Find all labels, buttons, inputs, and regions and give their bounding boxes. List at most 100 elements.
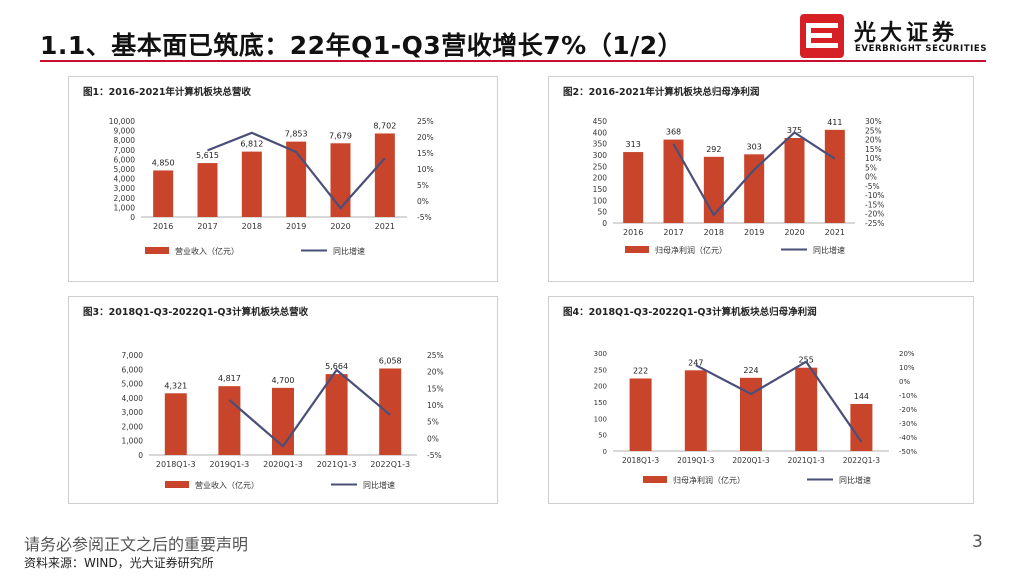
growth-rate-line	[695, 360, 863, 443]
legend-label-bar: 营业收入（亿元）	[195, 480, 259, 490]
right-axis-tick-label: 20%	[427, 368, 444, 377]
x-axis-tick-label: 2017	[197, 222, 217, 231]
bar-data-label: 368	[666, 128, 681, 137]
legend-swatch-bar	[165, 481, 189, 488]
x-axis-tick-label: 2016	[623, 228, 643, 237]
legend-label-line: 同比增速	[839, 475, 871, 485]
left-axis-tick-label: 150	[594, 399, 607, 407]
left-axis-tick-label: 300	[593, 151, 608, 160]
legend-swatch-bar	[643, 476, 667, 483]
left-axis-tick-label: 8,000	[114, 136, 136, 145]
legend-swatch-bar	[145, 247, 169, 254]
bar-data-label: 411	[827, 118, 842, 127]
chart-title: 图3：2018Q1-Q3-2022Q1-Q3计算机板块总营收	[83, 306, 309, 318]
right-axis-tick-label: -15%	[865, 200, 884, 209]
left-axis-tick-label: 250	[594, 366, 607, 374]
x-axis-tick-label: 2020	[784, 228, 804, 237]
right-axis-tick-label: 20%	[899, 350, 915, 358]
growth-rate-line	[672, 131, 836, 217]
left-axis-tick-label: 1,000	[122, 437, 144, 446]
left-axis-tick-label: 50	[597, 208, 607, 217]
chart-title: 图4：2018Q1-Q3-2022Q1-Q3计算机板块总归母净利润	[563, 306, 817, 318]
legend-label-line: 同比增速	[333, 246, 365, 256]
x-axis-tick-label: 2021Q1-3	[317, 460, 357, 469]
x-axis-tick-label: 2020Q1-3	[263, 460, 303, 469]
chart-title: 图1：2016-2021年计算机板块总营收	[83, 86, 251, 98]
right-axis-tick-label: 10%	[417, 165, 434, 174]
x-axis-tick-label: 2018	[704, 228, 724, 237]
right-axis-tick-label: -20%	[865, 210, 884, 219]
bar	[795, 367, 818, 451]
legend-label-bar: 归母净利润（亿元）	[673, 475, 745, 485]
left-axis-tick-label: 6,000	[122, 365, 144, 374]
bar	[740, 377, 762, 451]
bar-data-label: 303	[747, 142, 762, 151]
x-axis-tick-label: 2019	[744, 228, 764, 237]
bar-data-label: 224	[743, 366, 758, 375]
left-axis-tick-label: 6,000	[114, 155, 136, 164]
chart-panel-2: 图2：2016-2021年计算机板块总归母净利润 0 50 100 150 200 250 3…	[548, 76, 974, 282]
right-axis-tick-label: 10%	[865, 154, 882, 163]
right-axis-tick-label: 0%	[865, 173, 877, 182]
x-axis-tick-label: 2021	[375, 222, 395, 231]
bar	[784, 138, 805, 223]
bar-data-label: 292	[706, 145, 721, 154]
logo-cn-text: 光大证券	[854, 21, 959, 46]
left-axis-tick-label: 250	[593, 162, 608, 171]
bar-data-label: 313	[626, 140, 641, 149]
bar-data-label: 222	[633, 366, 648, 375]
legend-label-line: 同比增速	[363, 480, 395, 490]
right-axis-tick-label: 5%	[865, 163, 877, 172]
bar	[325, 374, 348, 455]
bar-data-label: 8,702	[373, 121, 396, 130]
left-axis-tick-label: 100	[594, 415, 607, 423]
x-axis-tick-label: 2019	[286, 222, 306, 231]
brand-logo: 光大证券 EVERBRIGHT SECURITIES	[800, 14, 1000, 58]
right-axis-tick-label: -30%	[899, 420, 917, 428]
left-axis-tick-label: 0	[130, 213, 135, 222]
page-number: 3	[972, 532, 983, 552]
right-axis-tick-label: 25%	[427, 351, 444, 360]
x-axis-tick-label: 2021Q1-3	[788, 456, 825, 465]
x-axis-tick-label: 2017	[663, 228, 683, 237]
bar-data-label: 5,615	[196, 151, 219, 160]
right-axis-tick-label: -5%	[417, 213, 432, 222]
bar	[164, 393, 187, 455]
left-axis-tick-label: 4,000	[122, 394, 144, 403]
bar	[286, 141, 307, 217]
bar	[197, 163, 218, 217]
right-axis-tick-label: -5%	[427, 451, 442, 460]
left-axis-tick-label: 350	[593, 140, 608, 149]
right-axis-tick-label: 0%	[427, 434, 439, 443]
left-axis-tick-label: 2,000	[114, 194, 136, 203]
bar-data-label: 4,850	[152, 158, 175, 167]
x-axis-tick-label: 2018	[242, 222, 262, 231]
everbright-logo-icon	[800, 14, 844, 58]
logo-en-text: EVERBRIGHT SECURITIES	[855, 44, 988, 54]
left-axis-tick-label: 0	[603, 448, 607, 456]
bar-data-label: 5,664	[325, 362, 348, 371]
left-axis-tick-label: 5,000	[114, 165, 136, 174]
legend-swatch-bar	[625, 246, 649, 253]
left-axis-tick-label: 1,000	[114, 203, 136, 212]
profit-q13-chart: 图4：2018Q1-Q3-2022Q1-Q3计算机板块总归母净利润 0 50 100 1…	[563, 306, 917, 485]
right-axis-tick-label: 15%	[865, 145, 882, 154]
right-axis-tick-label: -50%	[899, 448, 917, 456]
x-axis-tick-label: 2021	[825, 228, 845, 237]
x-axis-tick-label: 2022Q1-3	[843, 456, 880, 465]
bar-data-label: 7,853	[285, 130, 308, 139]
left-axis-tick-label: 0	[602, 219, 607, 228]
left-axis-tick-label: 450	[593, 117, 608, 126]
revenue-q13-chart: 图3：2018Q1-Q3-2022Q1-Q3计算机板块总营收 0 1,000 2,00…	[83, 306, 444, 490]
x-axis-tick-label: 2018Q1-3	[156, 460, 196, 469]
bar	[379, 368, 402, 455]
chart-title: 图2：2016-2021年计算机板块总归母净利润	[563, 86, 759, 98]
title-divider	[40, 60, 986, 62]
left-axis-tick-label: 3,000	[114, 184, 136, 193]
revenue-annual-chart: 图1：2016-2021年计算机板块总营收 01,0002,0003,0004,0…	[83, 86, 434, 256]
x-axis-tick-label: 2016	[153, 222, 173, 231]
chart-panel-4: 图4：2018Q1-Q3-2022Q1-Q3计算机板块总归母净利润 0 50 100 1…	[548, 296, 974, 504]
legend-label-bar: 归母净利润（亿元）	[655, 245, 727, 255]
bar	[374, 133, 395, 217]
left-axis-tick-label: 9,000	[114, 127, 136, 136]
